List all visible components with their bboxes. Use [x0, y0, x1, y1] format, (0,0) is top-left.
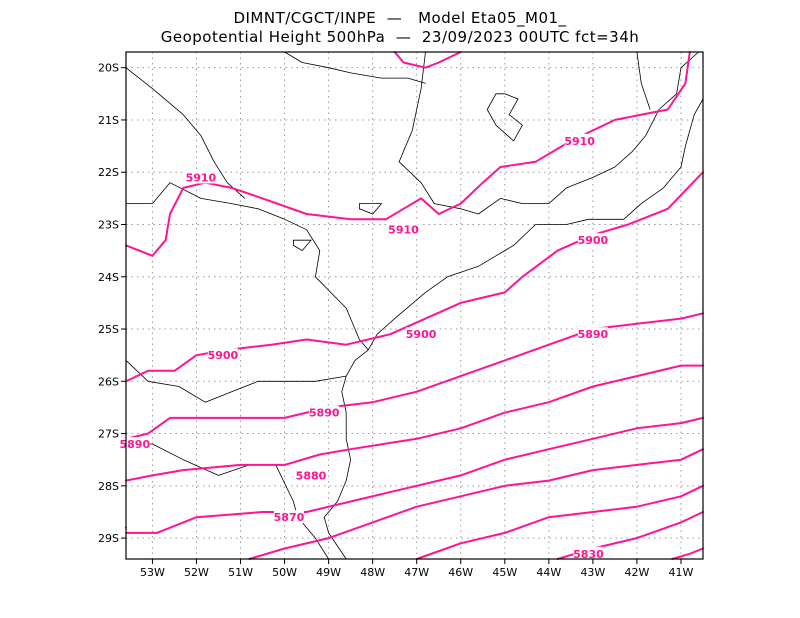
coastline	[323, 98, 704, 560]
chart-title-line2: Geopotential Height 500hPa — 23/09/2023 …	[160, 28, 640, 46]
x-tick-label: 49W	[316, 566, 341, 579]
contour-label-layer: 5910 5910 5910 5900 5900 5900 5890 5890 5890 5880…	[119, 133, 609, 561]
contour-layer	[125, 51, 704, 560]
contour-line-5850	[415, 484, 704, 560]
x-tick-label: 45W	[492, 566, 517, 579]
contour-line-5890	[125, 312, 704, 440]
y-tick-label: 29S	[98, 532, 119, 545]
y-tick-label: 20S	[98, 62, 119, 75]
contour-line-5910	[393, 51, 462, 69]
x-tick-label: 52W	[184, 566, 209, 579]
contour-label: 5890	[309, 407, 340, 420]
y-tick-label: 24S	[98, 271, 119, 284]
contour-label: 5870	[274, 511, 305, 524]
lake-outline	[293, 239, 312, 252]
contour-label-bg	[295, 468, 326, 482]
contour-label-bg	[577, 327, 608, 341]
x-tick-label: 41W	[669, 566, 694, 579]
contour-label-bg	[577, 233, 608, 247]
y-tick-label: 26S	[98, 375, 119, 388]
lake-outline	[486, 93, 523, 142]
y-tick-label: 27S	[98, 428, 119, 441]
contour-label: 5910	[186, 171, 217, 184]
contour-label: 5890	[578, 328, 609, 341]
boundary-layer	[125, 51, 704, 560]
state-border	[125, 360, 347, 403]
x-tick-label: 50W	[272, 566, 297, 579]
x-tick-label: 53W	[140, 566, 165, 579]
contour-label: 5890	[119, 438, 150, 451]
axis-layer: 53W 52W 51W 50W 49W 48W 47W 46W 45W 44W 43W 42W 41W 2…	[98, 62, 694, 579]
chart-title-line1: DIMNT/CGCT/INPE — Model Eta05_M01_	[233, 9, 567, 27]
contour-label-bg	[309, 405, 340, 419]
contour-label: 5910	[388, 224, 419, 237]
y-tick-label: 22S	[98, 166, 119, 179]
contour-line-5860	[248, 448, 704, 560]
contour-label-bg	[119, 437, 150, 451]
state-border	[126, 182, 369, 351]
contour-label-bg	[573, 546, 604, 560]
contour-label-bg	[273, 510, 304, 524]
contour-line-5830	[671, 547, 704, 560]
contour-label-bg	[388, 222, 419, 236]
contour-label-bg	[406, 327, 437, 341]
contour-label-bg	[564, 133, 595, 147]
plot-frame	[125, 51, 704, 560]
contour-label: 5880	[296, 469, 327, 482]
state-border	[125, 67, 246, 199]
contour-label-bg	[207, 348, 238, 362]
x-tick-label: 44W	[536, 566, 561, 579]
x-tick-label: 42W	[624, 566, 649, 579]
lake-outline	[359, 203, 383, 215]
contour-label: 5900	[578, 234, 609, 247]
state-border	[398, 51, 699, 215]
x-tick-label: 51W	[228, 566, 253, 579]
x-tick-label: 43W	[580, 566, 605, 579]
grid-layer	[126, 52, 703, 559]
contour-label: 5900	[208, 349, 239, 362]
y-tick-label: 23S	[98, 218, 119, 231]
state-border	[636, 51, 651, 110]
x-tick-label: 46W	[448, 566, 473, 579]
contour-line-5870	[125, 416, 704, 534]
contour-label-bg	[185, 170, 216, 184]
y-tick-label: 25S	[98, 323, 119, 336]
x-tick-label: 47W	[404, 566, 429, 579]
x-tick-label: 48W	[360, 566, 385, 579]
y-tick-label: 28S	[98, 480, 119, 493]
contour-label: 5910	[564, 135, 595, 148]
contour-label: 5900	[406, 328, 437, 341]
contour-label: 5830	[573, 548, 604, 561]
state-border	[284, 51, 426, 84]
y-tick-label: 21S	[98, 114, 119, 127]
contour-line-5880	[125, 364, 704, 482]
